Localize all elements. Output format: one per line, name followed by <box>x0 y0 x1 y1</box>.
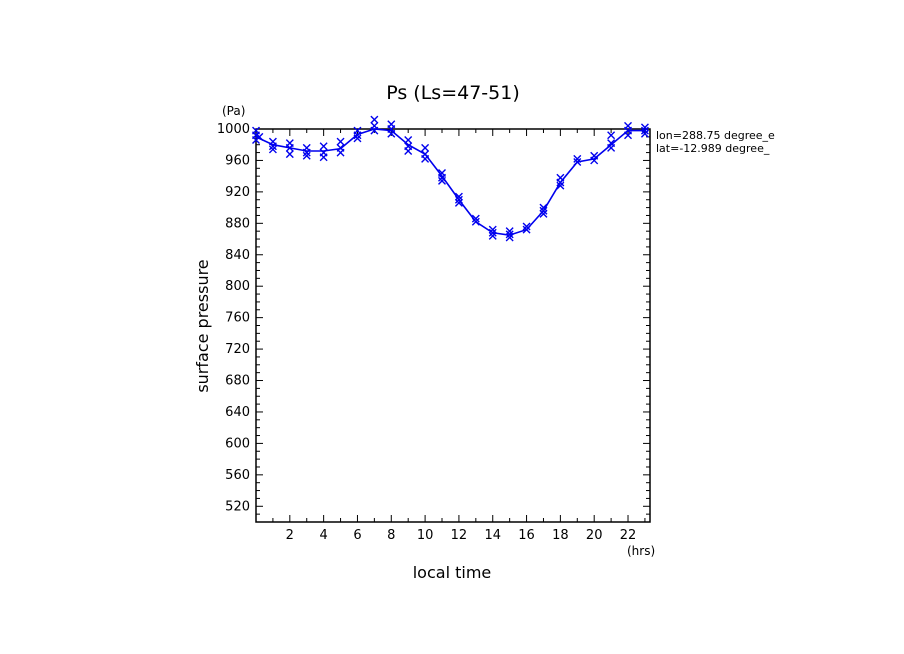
data-point-marker <box>607 143 616 152</box>
data-point-marker <box>640 123 649 132</box>
y-tick-label: 920 <box>225 185 250 200</box>
x-tick-label: 22 <box>620 528 637 543</box>
y-tick-label: 600 <box>225 436 250 451</box>
y-tick-label: 720 <box>225 342 250 357</box>
data-point-marker <box>268 142 277 151</box>
data-point-marker <box>539 209 548 218</box>
data-point-marker <box>336 148 345 157</box>
annotation-lat: lat=-12.989 degree_ <box>656 142 770 155</box>
data-point-marker <box>640 126 649 135</box>
data-point-marker <box>302 148 311 157</box>
y-tick-label: 760 <box>225 311 250 326</box>
data-point-marker <box>539 203 548 212</box>
data-point-marker <box>387 129 396 138</box>
x-tick-label: 8 <box>387 528 395 543</box>
data-point-marker <box>268 145 277 154</box>
y-tick-label: 960 <box>225 153 250 168</box>
data-point-marker <box>471 214 480 223</box>
data-point-marker <box>353 134 362 143</box>
data-point-marker <box>573 158 582 167</box>
data-point-marker <box>438 176 447 185</box>
data-point-marker <box>573 154 582 163</box>
data-point-marker <box>285 143 294 152</box>
data-point-marker <box>302 151 311 160</box>
data-point-marker <box>255 132 264 141</box>
y-tick-label: 1000 <box>217 122 250 137</box>
chart-title: Ps (Ls=47-51) <box>386 82 520 104</box>
y-tick-label: 680 <box>225 374 250 389</box>
x-axis-title: local time <box>413 563 492 582</box>
data-point-marker <box>454 198 463 207</box>
series-line <box>255 128 645 236</box>
data-point-marker <box>421 143 430 152</box>
x-unit: (hrs) <box>627 544 655 558</box>
x-tick-label: 10 <box>417 528 434 543</box>
x-tick-label: 14 <box>484 528 501 543</box>
data-point-marker <box>539 206 548 215</box>
y-tick-label: 880 <box>225 216 250 231</box>
data-point-marker <box>370 115 379 124</box>
data-point-marker <box>505 230 514 239</box>
data-point-marker <box>488 231 497 240</box>
data-point-marker <box>319 153 328 162</box>
x-axis: 2 4 6 8 10 12 14 16 18 20 22 <box>255 129 646 543</box>
data-point-marker <box>370 126 379 135</box>
annotation-lon: lon=288.75 degree_e <box>656 129 775 142</box>
y-tick-label: 840 <box>225 248 250 263</box>
data-point-marker <box>505 227 514 236</box>
data-point-marker <box>624 131 633 140</box>
data-point-marker <box>285 150 294 159</box>
points-layer <box>252 115 649 242</box>
y-axis: 520 560 600 640 680 720 760 800 840 880 920 960 1000 <box>217 122 650 523</box>
data-point-marker <box>336 137 345 146</box>
data-point-marker <box>505 233 514 242</box>
data-point-marker <box>640 129 649 138</box>
data-point-marker <box>607 131 616 140</box>
data-point-marker <box>488 225 497 234</box>
data-point-marker <box>454 195 463 204</box>
y-tick-label: 800 <box>225 279 250 294</box>
plot-frame <box>255 128 651 523</box>
data-point-marker <box>590 156 599 165</box>
data-point-marker <box>421 154 430 163</box>
data-point-marker <box>522 225 531 234</box>
x-tick-label: 20 <box>586 528 603 543</box>
data-point-marker <box>438 173 447 182</box>
data-point-marker <box>471 217 480 226</box>
y-tick-label: 640 <box>225 405 250 420</box>
x-tick-label: 4 <box>319 528 327 543</box>
series-layer <box>255 128 645 236</box>
data-point-marker <box>404 147 413 156</box>
y-axis-title: surface pressure <box>193 259 212 392</box>
x-tick-label: 18 <box>552 528 569 543</box>
data-point-marker <box>556 178 565 187</box>
y-unit: (Pa) <box>222 104 245 118</box>
data-point-marker <box>488 228 497 237</box>
data-point-marker <box>556 181 565 190</box>
x-tick-label: 12 <box>451 528 468 543</box>
data-point-marker <box>454 192 463 201</box>
y-tick-label: 560 <box>225 468 250 483</box>
y-tick-label: 520 <box>225 499 250 514</box>
data-point-marker <box>404 136 413 144</box>
data-point-marker <box>353 131 362 140</box>
x-tick-label: 16 <box>518 528 535 543</box>
x-tick-label: 2 <box>286 528 294 543</box>
x-tick-label: 6 <box>353 528 361 543</box>
data-point-marker <box>319 142 328 151</box>
data-point-marker <box>522 222 531 231</box>
